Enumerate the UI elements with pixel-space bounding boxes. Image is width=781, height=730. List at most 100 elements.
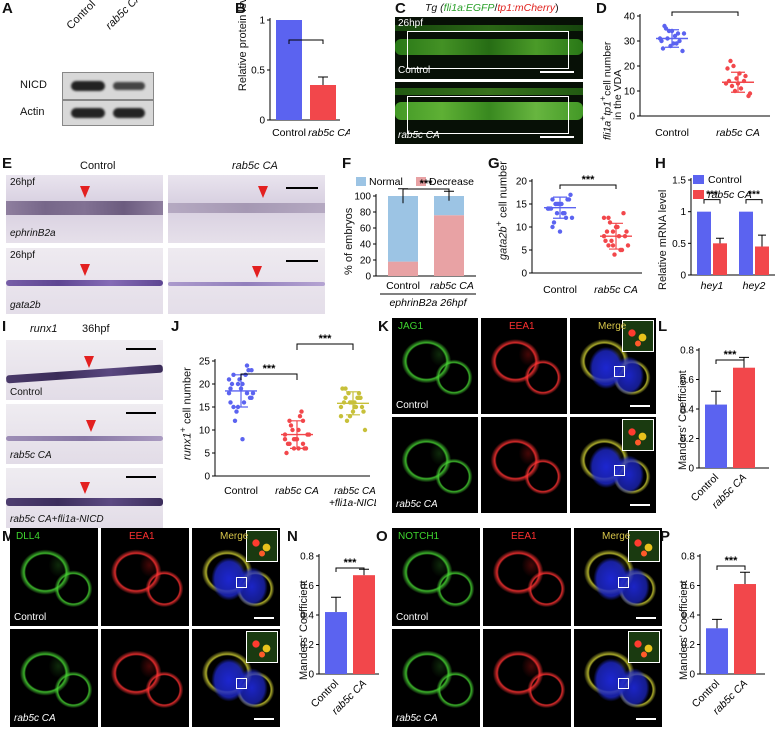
o-cond-label: rab5c CA	[396, 713, 438, 724]
d-point	[659, 38, 664, 44]
h-sig-bracket	[745, 199, 763, 204]
f-ytick-label: 60	[360, 224, 372, 235]
k-image-rab5c-merge	[570, 417, 656, 513]
f-bar-segment	[434, 196, 464, 216]
d-ytick-label: 40	[624, 12, 636, 23]
h-ytick-label: 1.5	[672, 176, 686, 187]
h-xtick-label: hey1	[701, 280, 724, 292]
h-ytick-label: 0.5	[672, 239, 686, 250]
panel-label-a: A	[2, 0, 13, 17]
p-ytick-label: 0.8	[681, 552, 695, 563]
scale-bar	[636, 718, 656, 720]
ish-gene-1: ephrinB2a	[10, 228, 56, 239]
p-error-bar	[712, 618, 722, 629]
g-point	[618, 247, 623, 253]
p-ytick-label: 0	[689, 670, 695, 681]
d-ytick-label: 0	[629, 112, 635, 123]
g-point	[568, 192, 573, 197]
ish-gata-control: 26hpf gata2b	[6, 248, 163, 314]
j-point	[359, 404, 365, 410]
image-c-control: 26hpf Control	[395, 17, 583, 79]
k-image-control-red: EEA1	[481, 318, 567, 414]
zoom-box	[618, 678, 629, 689]
tg-green: fli1a:EGFP	[443, 2, 495, 14]
l-error-bar	[711, 390, 721, 405]
panel-label-e: E	[2, 155, 13, 172]
d-point	[681, 31, 687, 36]
ish-runx1-rescue: rab5c CA+fli1a-NICD	[6, 468, 163, 528]
ish-stage-2: 26hpf	[10, 250, 36, 261]
j-point	[303, 446, 309, 451]
panel-label-p: P	[660, 528, 671, 545]
g-point	[625, 243, 631, 248]
m-image-rab5c-green: rab5c CA	[10, 629, 98, 727]
g-ytick-label: 5	[521, 246, 527, 257]
zoom-box	[236, 577, 247, 588]
j-xtick-label: rab5c CA	[275, 485, 319, 497]
d-ytick-label: 10	[624, 87, 636, 98]
d-point	[672, 33, 678, 39]
k-cond-label: rab5c CA	[396, 499, 438, 510]
h-bar	[755, 246, 769, 275]
j-ytick-label: 0	[204, 472, 210, 483]
p-sig-bracket	[716, 565, 746, 570]
f-footer: ephrinB2a 26hpf	[389, 297, 467, 309]
h-ytick-label: 1	[680, 207, 686, 218]
o-image-control-green: NOTCH1 Control	[392, 528, 480, 626]
h-error-bar	[716, 237, 724, 244]
f-sig-label: ***	[420, 178, 434, 190]
j-point	[287, 441, 292, 446]
chart-g-ylabel: gata2b+ cell number	[494, 161, 510, 260]
d-point	[728, 58, 733, 64]
b-bar	[276, 20, 302, 120]
j-point	[231, 404, 236, 410]
lane-label-control: Control	[64, 0, 99, 33]
p-bar	[734, 584, 756, 674]
panel-c-title: Tg (fli1a:EGFP/tp1:mCherry)	[425, 2, 559, 14]
j-point	[344, 418, 350, 423]
o-image-control-merge: Merge	[574, 528, 662, 626]
g-point	[566, 197, 572, 202]
chart-n-ylabel: Manders' Coefficient	[298, 580, 310, 680]
j-point	[228, 400, 233, 405]
j-point	[247, 395, 253, 400]
g-point	[550, 224, 555, 230]
arrowhead-icon	[86, 420, 96, 432]
j-xtick-label: rab5c CA	[334, 486, 376, 497]
chart-j-ylabel: runx1+ cell number	[178, 367, 194, 460]
b-ytick-label: 0.5	[251, 66, 265, 77]
b-error-bar	[318, 76, 328, 85]
d-xtick-label: Control	[655, 127, 689, 139]
blot-actin	[62, 100, 154, 126]
o-image-rab5c-merge	[574, 629, 662, 727]
band-label-actin: Actin	[20, 106, 45, 118]
g-sd-bar	[553, 196, 567, 219]
l-ytick-label: 0.6	[680, 375, 694, 386]
n-bar	[353, 575, 375, 674]
d-point	[725, 66, 730, 71]
m-channel-label: EEA1	[129, 531, 155, 542]
j-point	[231, 372, 236, 377]
j-point	[249, 368, 254, 373]
d-point	[674, 41, 679, 46]
p-bar	[706, 628, 728, 674]
arrowhead-icon	[258, 186, 268, 198]
j-point	[235, 381, 241, 387]
tg-red: tp1:mCherry	[497, 2, 556, 14]
j-point	[250, 391, 256, 396]
d-sig-bracket	[671, 11, 739, 16]
j-point	[244, 363, 250, 368]
arrowhead-icon	[84, 356, 94, 368]
j-point	[343, 395, 348, 400]
j-ytick-label: 25	[199, 357, 211, 368]
zoom-inset	[628, 530, 660, 562]
h-ytick-label: 0	[680, 271, 686, 282]
o-channel-label: EEA1	[511, 531, 537, 542]
j-xtick-label: +fli1a-NICD	[329, 498, 376, 509]
chart-f-ylabel: % of embryos	[343, 207, 355, 275]
d-ytick-label: 20	[624, 62, 636, 73]
d-ytick-label: 30	[624, 37, 636, 48]
n-ytick-label: 0.6	[300, 581, 314, 592]
l-bar	[705, 404, 727, 468]
